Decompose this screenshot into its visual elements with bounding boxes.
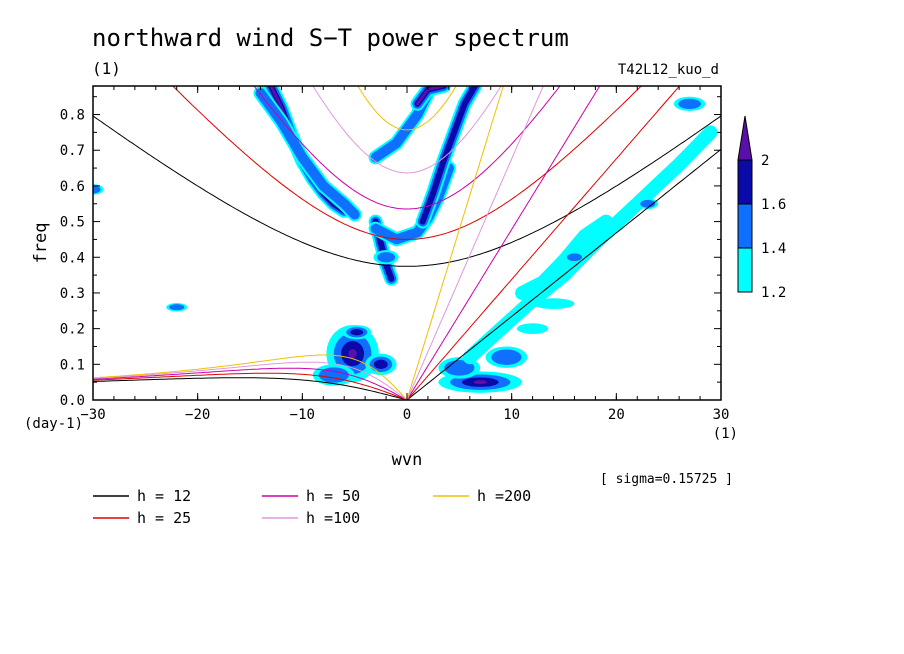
legend-label-2: h = 50 [306, 487, 360, 505]
dispersion-ig-curve-0 [93, 115, 721, 267]
dispersion-kelvin-curve-1 [406, 86, 681, 400]
spectral-band-4-level-2 [419, 86, 478, 225]
spectral-blob-8-level-2 [350, 329, 364, 336]
dispersion-ig-curve-3 [312, 86, 502, 174]
dispersion-rossby-curve-4 [93, 354, 408, 400]
y-axis-label: freq [31, 223, 51, 264]
y-tick-label-2: 0.2 [60, 322, 85, 338]
dispersion-kelvin-curve-0 [406, 148, 721, 400]
curve-legend: h = 12 h = 25 h = 50 h =100 h =200 [93, 487, 531, 527]
y-tick-label-4: 0.4 [60, 250, 85, 266]
spectral-blob-21-level-1 [377, 252, 396, 263]
spectral-band-1-level-1 [255, 88, 360, 220]
dispersion-rossby-curve-2 [93, 367, 408, 400]
x-tick-label-2: −10 [290, 407, 315, 423]
x-axis-label: wvn [392, 450, 423, 470]
y-tick-label-3: 0.3 [60, 286, 85, 302]
spectral-blob-17-level-1 [640, 199, 656, 208]
dispersion-curves [93, 86, 721, 400]
colorbar-segment-0 [737, 247, 753, 293]
colorbar: 1.2 1.4 1.6 2 [737, 115, 786, 301]
dispersion-rossby-curve-0 [93, 377, 408, 400]
dispersion-kelvin-curve-3 [406, 86, 544, 400]
colorbar-label-3: 2 [761, 153, 769, 169]
case-label: T42L12_kuo_d [618, 62, 719, 78]
colorbar-label-0: 1.2 [761, 285, 786, 301]
x-tick-label-3: 0 [403, 407, 411, 423]
legend-label-1: h = 25 [137, 509, 191, 527]
dispersion-ig-curve-1 [172, 86, 642, 240]
legend-label-0: h = 12 [137, 487, 191, 505]
dispersion-ig-curve-4 [357, 86, 457, 131]
dispersion-ig-curve-2 [253, 86, 561, 210]
colorbar-extend-arrow [737, 115, 753, 161]
y-tick-label-6: 0.6 [60, 179, 85, 195]
colorbar-segment-2 [737, 159, 753, 205]
spectral-blob-13-level-1 [491, 349, 522, 365]
spectral-blob-11-level-3 [473, 380, 487, 385]
y-tick-label-1: 0.1 [60, 357, 85, 373]
x-tick-label-6: 30 [713, 407, 730, 423]
spectrum-shading [93, 86, 718, 393]
legend-label-4: h =200 [477, 487, 531, 505]
spectral-blob-23-level-0 [532, 298, 575, 310]
y-tick-label-5: 0.5 [60, 215, 85, 231]
spectral-blob-19-level-1 [169, 304, 185, 311]
chart-subtitle: (1) [92, 59, 121, 78]
spectral-band-15-level-0 [515, 214, 613, 300]
x-tick-label-4: 10 [503, 407, 520, 423]
axes: −30 −20 −10 0 10 20 30 0.0 0.1 0.2 0.3 0.4 0.5 0.6 0.7… [60, 86, 730, 423]
chart-title: northward wind S−T power spectrum [92, 24, 569, 52]
y-tick-label-0: 0.0 [60, 393, 85, 409]
legend-label-3: h =100 [306, 509, 360, 527]
colorbar-label-1: 1.4 [761, 241, 786, 257]
y-tick-label-7: 0.7 [60, 143, 85, 159]
spectral-blob-20-level-1 [93, 185, 101, 194]
colorbar-label-2: 1.6 [761, 197, 786, 213]
sigma-note: [ sigma=0.15725 ] [600, 472, 733, 487]
colorbar-segment-1 [737, 203, 753, 249]
dispersion-rossby-curve-1 [93, 372, 408, 400]
x-tick-label-5: 20 [608, 407, 625, 423]
y-unit-label: (day-1) [24, 416, 83, 432]
y-tick-label-8: 0.8 [60, 108, 85, 124]
spectral-blob-18-level-1 [678, 98, 701, 109]
dispersion-kelvin-curve-4 [406, 86, 504, 400]
dispersion-rossby-curve-3 [93, 361, 408, 400]
spectral-blob-9-level-2 [373, 359, 388, 370]
dispersion-kelvin-curve-2 [406, 86, 601, 400]
spectral-blob-22-level-0 [516, 323, 549, 334]
spectral-blob-16-level-1 [566, 253, 583, 262]
x-tick-label-1: −20 [185, 407, 210, 423]
spectral-blob-7-level-3 [348, 349, 357, 359]
x-unit-label: (1) [713, 426, 738, 442]
x-tick-label-0: −30 [80, 407, 105, 423]
